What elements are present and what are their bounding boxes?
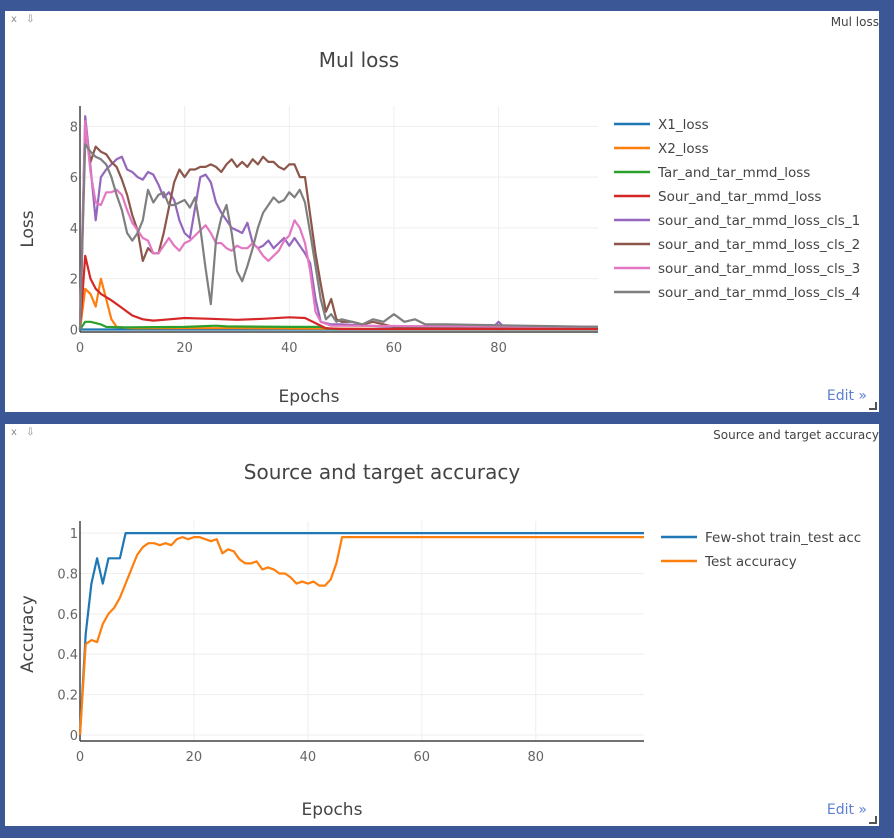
accuracy-chart-panel: x ⇩ Source and target accuracy Source an… [5, 424, 879, 826]
x-tick-label: 40 [300, 750, 317, 765]
x-tick-label: 0 [76, 341, 84, 356]
legend-label: X2_loss [658, 141, 709, 157]
window-title: Mul loss [830, 15, 879, 29]
series-line-6 [78, 127, 598, 330]
legend-label: sour_and_tar_mmd_loss_cls_2 [658, 237, 860, 253]
legend-item[interactable]: X1_loss [614, 117, 709, 133]
y-tick-label: 6 [70, 171, 78, 186]
edit-link[interactable]: Edit » [826, 388, 867, 404]
close-icon[interactable]: x [11, 14, 20, 25]
resize-handle-icon[interactable] [869, 402, 877, 410]
legend-label: Sour_and_tar_mmd_loss [658, 189, 821, 205]
pin-icon[interactable]: ⇩ [26, 427, 38, 438]
series-line-2 [78, 536, 644, 735]
legend-item[interactable]: sour_and_tar_mmd_loss_cls_3 [614, 261, 860, 277]
legend-item[interactable]: Sour_and_tar_mmd_loss [614, 189, 821, 205]
resize-handle-icon[interactable] [869, 816, 877, 824]
series-line-3 [79, 320, 598, 331]
y-axis-label: Loss [18, 210, 38, 247]
x-tick-label: 60 [414, 750, 431, 765]
y-tick-label: 0.2 [57, 689, 78, 704]
x-tick-label: 40 [281, 341, 298, 356]
legend-item[interactable]: sour_and_tar_mmd_loss_cls_1 [614, 213, 860, 229]
pin-icon[interactable]: ⇩ [26, 14, 38, 25]
legend-label: sour_and_tar_mmd_loss_cls_3 [658, 261, 860, 277]
x-axis-label: Epochs [279, 387, 340, 407]
y-tick-label: 0 [70, 323, 78, 338]
window-title: Source and target accuracy [713, 428, 879, 442]
y-tick-label: 0.6 [57, 608, 78, 623]
loss-chart: Mul loss 0 20 40 60 80 0 2 4 6 8 Epochs Loss X1_loss X… [18, 48, 860, 407]
legend-label: Test accuracy [704, 554, 797, 570]
y-tick-label: 8 [70, 120, 78, 135]
window-controls: x ⇩ [11, 427, 38, 438]
legend-item[interactable]: X2_loss [614, 141, 709, 157]
legend-item[interactable]: Tar_and_tar_mmd_loss [614, 165, 810, 181]
chart-title: Mul loss [319, 48, 399, 72]
y-tick-label: 1 [70, 527, 78, 542]
x-tick-label: 20 [186, 750, 203, 765]
legend-item[interactable]: sour_and_tar_mmd_loss_cls_4 [614, 285, 860, 301]
x-tick-label: 60 [386, 341, 403, 356]
x-axis-label: Epochs [302, 800, 363, 820]
y-tick-label: 0.8 [57, 567, 78, 582]
legend-item[interactable]: Few-shot train_test acc [661, 530, 861, 546]
legend-label: sour_and_tar_mmd_loss_cls_4 [658, 285, 860, 301]
legend-label: sour_and_tar_mmd_loss_cls_1 [658, 213, 860, 229]
accuracy-chart: Source and target accuracy 0 20 40 60 80 0 0.2 0… [18, 460, 861, 820]
series-line-1 [78, 532, 644, 735]
loss-chart-panel: x ⇩ Mul loss Mul loss 0 20 40 60 80 0 2 4 6 8 Epoch… [5, 11, 879, 412]
x-tick-label: 20 [176, 341, 193, 356]
x-tick-label: 0 [76, 750, 84, 765]
x-tick-label: 80 [527, 750, 544, 765]
legend-item[interactable]: Test accuracy [661, 554, 797, 570]
legend-label: Few-shot train_test acc [705, 530, 861, 546]
legend-item[interactable]: sour_and_tar_mmd_loss_cls_2 [614, 237, 860, 253]
edit-link[interactable]: Edit » [826, 802, 867, 818]
legend-label: Tar_and_tar_mmd_loss [657, 165, 810, 181]
legend-label: X1_loss [658, 117, 709, 133]
y-tick-label: 2 [70, 273, 78, 288]
y-axis-label: Accuracy [18, 595, 38, 673]
series-line-4 [78, 254, 598, 331]
y-tick-label: 0 [70, 729, 78, 744]
series-line-2 [78, 277, 598, 331]
window-controls: x ⇩ [11, 14, 38, 25]
y-tick-label: 0.4 [57, 648, 78, 663]
series-line-7 [78, 120, 599, 330]
x-tick-label: 80 [490, 341, 507, 356]
series-line-5 [78, 115, 598, 330]
y-tick-label: 4 [70, 222, 78, 237]
close-icon[interactable]: x [11, 427, 20, 438]
chart-title: Source and target accuracy [244, 460, 521, 484]
series-line-8 [78, 143, 599, 330]
